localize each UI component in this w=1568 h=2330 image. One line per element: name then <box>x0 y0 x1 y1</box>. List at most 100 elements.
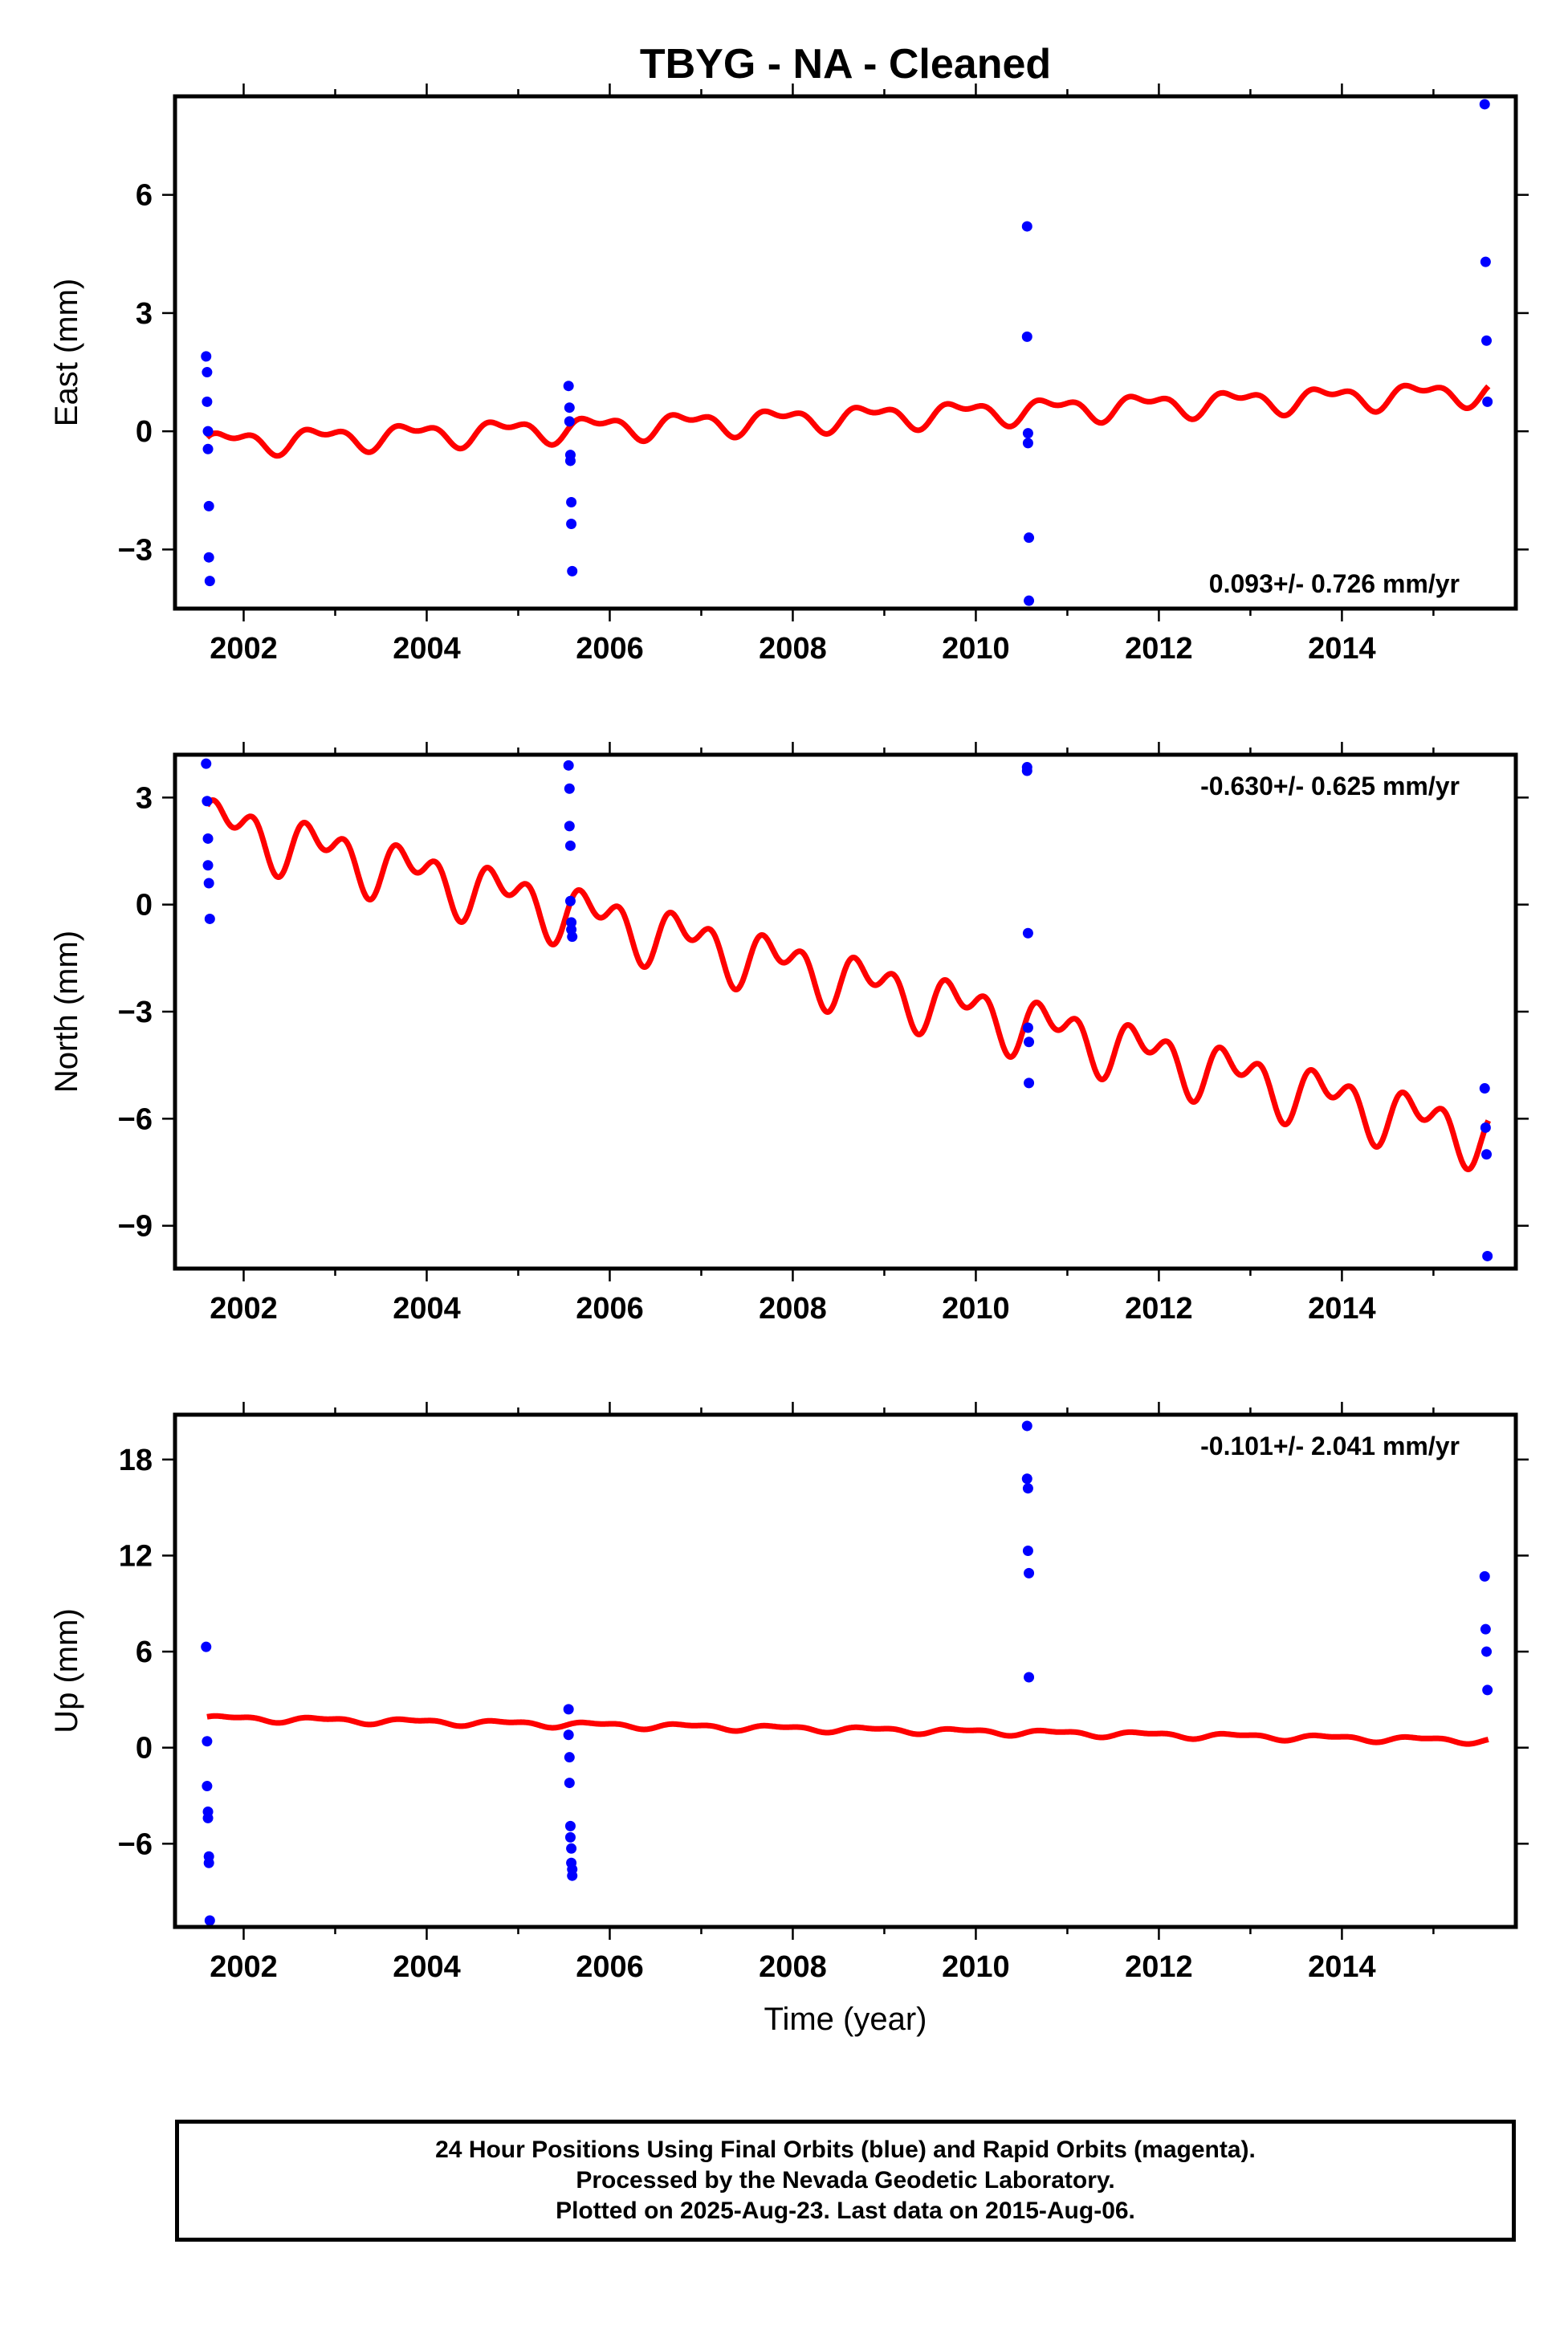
data-point <box>1479 1083 1490 1094</box>
data-point <box>1482 396 1493 407</box>
data-point <box>201 351 212 362</box>
data-point <box>202 796 213 807</box>
x-tick-label: 2006 <box>576 1950 644 1984</box>
data-point <box>564 402 575 413</box>
data-point <box>1482 1684 1493 1696</box>
data-point <box>202 833 214 844</box>
data-point <box>202 1781 213 1792</box>
data-point <box>1480 1623 1491 1635</box>
data-point <box>564 1752 575 1763</box>
data-point <box>1024 1672 1035 1683</box>
x-tick-label: 2010 <box>942 1292 1010 1326</box>
x-tick-label: 2010 <box>942 632 1010 666</box>
data-point <box>203 878 214 889</box>
data-point <box>564 455 576 466</box>
x-tick-label: 2014 <box>1308 632 1376 666</box>
y-tick-label: 0 <box>136 889 153 923</box>
data-point <box>202 367 213 378</box>
data-point <box>1022 927 1033 939</box>
data-point <box>564 840 576 851</box>
data-point <box>1021 331 1032 342</box>
rate-label: -0.101+/- 2.041 mm/yr <box>1200 1432 1460 1460</box>
x-tick-label: 2008 <box>759 1292 827 1326</box>
y-tick-label: 6 <box>136 179 153 213</box>
data-point <box>1024 1567 1035 1578</box>
data-point <box>1022 1545 1033 1556</box>
data-point <box>203 500 214 511</box>
data-point <box>566 518 577 529</box>
model-curve <box>205 1713 1491 1747</box>
data-point <box>202 426 214 437</box>
east-panel: 2002 2004 2006 2008 2010 2012 2014 −3 0 3 6 East (m… <box>49 84 1529 666</box>
north-panel: 2002 2004 2006 2008 2010 2012 2014 −9 −6 −3 0 3 Nort… <box>49 742 1529 1326</box>
data-point <box>203 552 214 563</box>
data-point <box>566 1843 577 1854</box>
x-tick-label: 2012 <box>1125 632 1193 666</box>
data-point <box>1021 765 1032 776</box>
x-tick-label: 2010 <box>942 1950 1010 1984</box>
model-curve <box>205 382 1491 459</box>
data-point <box>1024 1037 1035 1048</box>
data-point <box>1024 1077 1035 1089</box>
model-curve <box>204 797 1492 1172</box>
y-tick-label: 0 <box>136 1732 153 1766</box>
data-point <box>563 1704 574 1715</box>
data-point <box>566 917 577 928</box>
x-tick-label: 2002 <box>210 632 278 666</box>
data-point <box>1482 1250 1493 1261</box>
y-axis-label: Up (mm) <box>49 1608 84 1733</box>
data-point <box>202 1736 213 1747</box>
plot-frame <box>173 1412 1518 1929</box>
data-point <box>567 931 578 943</box>
data-point <box>1479 1570 1490 1582</box>
y-tick-label: 0 <box>136 415 153 449</box>
data-point <box>567 565 578 576</box>
x-axis-label: Time (year) <box>764 2002 927 2037</box>
data-point <box>1022 438 1033 449</box>
y-axis-label: East (mm) <box>49 279 84 426</box>
data-point <box>1021 1473 1032 1485</box>
y-tick-label: 6 <box>136 1635 153 1669</box>
data-point <box>563 1729 574 1741</box>
data-point <box>1480 256 1491 267</box>
data-point <box>566 496 577 507</box>
x-tick-label: 2002 <box>210 1292 278 1326</box>
data-point <box>201 758 212 769</box>
data-point <box>204 913 215 924</box>
y-tick-label: −6 <box>118 1102 153 1136</box>
data-point <box>564 1831 576 1843</box>
data-point <box>202 396 213 407</box>
footer-line-processed: Processed by the Nevada Geodetic Laborat… <box>576 2167 1115 2194</box>
y-tick-label: 12 <box>119 1539 153 1573</box>
x-tick-label: 2008 <box>759 1950 827 1984</box>
data-point <box>1481 1646 1493 1657</box>
x-tick-label: 2012 <box>1125 1292 1193 1326</box>
footer-info-box: 24 Hour Positions Using Final Orbits (bl… <box>175 2120 1516 2242</box>
x-tick-label: 2014 <box>1308 1292 1376 1326</box>
data-point <box>202 1812 214 1823</box>
data-point <box>202 860 214 871</box>
x-tick-label: 2006 <box>576 632 644 666</box>
up-panel: 2002 2004 2006 2008 2010 2012 2014 −6 0 6 12 18 Up (… <box>49 1402 1529 2037</box>
data-point <box>203 1857 214 1868</box>
x-tick-label: 2008 <box>759 632 827 666</box>
footer-line-orbits: 24 Hour Positions Using Final Orbits (bl… <box>435 2137 1256 2163</box>
data-point <box>1481 335 1493 346</box>
rate-label: 0.093+/- 0.726 mm/yr <box>1209 569 1460 598</box>
data-point <box>567 1870 578 1881</box>
data-point <box>1021 1420 1032 1432</box>
x-tick-label: 2004 <box>393 632 461 666</box>
data-point <box>563 381 574 392</box>
y-tick-label: 18 <box>119 1444 153 1477</box>
data-point <box>1024 532 1035 544</box>
plot-frame <box>173 752 1518 1271</box>
x-tick-label: 2004 <box>393 1950 461 1984</box>
y-axis-label: North (mm) <box>49 931 84 1093</box>
data-point <box>564 1778 575 1789</box>
x-tick-label: 2012 <box>1125 1950 1193 1984</box>
x-tick-label: 2006 <box>576 1292 644 1326</box>
y-tick-label: 3 <box>136 781 153 815</box>
data-point <box>201 1641 212 1652</box>
plot-frame <box>173 94 1518 611</box>
x-tick-label: 2004 <box>393 1292 461 1326</box>
